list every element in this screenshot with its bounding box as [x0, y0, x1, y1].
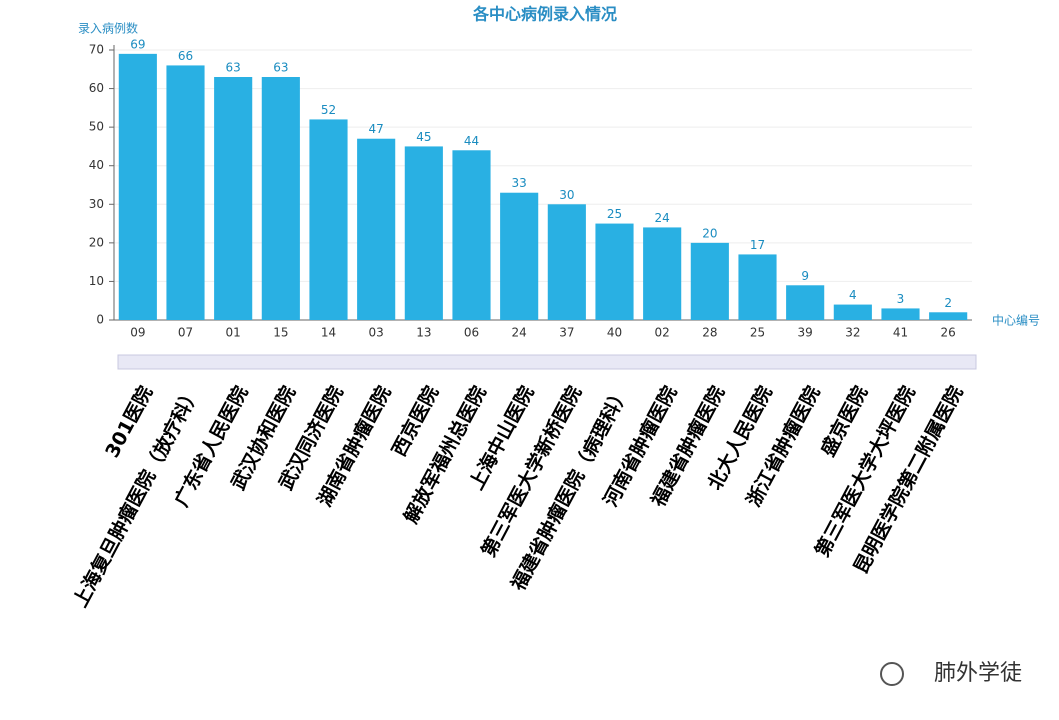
x-tick-label: 28 [702, 326, 717, 340]
bar [214, 77, 253, 320]
x-tick-label: 01 [226, 326, 241, 340]
x-tick-label: 25 [750, 326, 765, 340]
bar [690, 242, 729, 320]
y-tick-label: 70 [89, 43, 104, 57]
x-tick-label: 13 [416, 326, 431, 340]
value-label: 17 [750, 238, 765, 252]
bar [357, 138, 396, 320]
value-label: 2 [944, 296, 952, 310]
value-label: 24 [655, 211, 670, 225]
x-tick-label: 26 [941, 326, 956, 340]
value-label: 47 [369, 122, 384, 136]
y-tick-label: 30 [89, 197, 104, 211]
bar [929, 312, 968, 320]
bar [118, 53, 157, 320]
value-label: 44 [464, 134, 479, 148]
hospital-label: 西京医院 [387, 382, 443, 460]
hospital-label: 盛京医院 [816, 382, 872, 460]
x-tick-label: 40 [607, 326, 622, 340]
value-label: 9 [801, 269, 809, 283]
bar [881, 308, 920, 320]
value-label: 4 [849, 288, 857, 302]
bar [643, 227, 682, 320]
value-label: 20 [702, 226, 717, 240]
x-tick-label: 02 [655, 326, 670, 340]
x-tick-label: 14 [321, 326, 336, 340]
bar [738, 254, 777, 320]
x-tick-label: 15 [273, 326, 288, 340]
bar [547, 204, 586, 320]
x-tick-label: 39 [798, 326, 813, 340]
x-tick-label: 09 [130, 326, 145, 340]
x-tick-label: 37 [559, 326, 574, 340]
x-tick-label: 07 [178, 326, 193, 340]
y-tick-label: 60 [89, 81, 104, 95]
hospital-label: 301医院 [100, 382, 157, 461]
y-tick-label: 50 [89, 120, 104, 134]
bar [786, 285, 825, 320]
x-axis-label: 中心编号 [992, 313, 1040, 328]
chart-title: 各中心病例录入情况 [472, 5, 617, 24]
value-label: 52 [321, 103, 336, 117]
watermark-icon [880, 662, 904, 686]
value-label: 63 [226, 61, 241, 75]
value-label: 25 [607, 207, 622, 221]
bar [595, 223, 634, 320]
zoom-slider[interactable] [117, 354, 977, 370]
bar [833, 304, 872, 320]
x-tick-label: 41 [893, 326, 908, 340]
x-tick-label: 06 [464, 326, 479, 340]
y-tick-label: 40 [89, 158, 104, 172]
y-tick-label: 20 [89, 235, 104, 249]
x-tick-label: 32 [845, 326, 860, 340]
value-label: 63 [273, 61, 288, 75]
value-label: 33 [512, 176, 527, 190]
bar [261, 77, 300, 320]
bar [404, 146, 443, 320]
bar [309, 119, 348, 320]
value-label: 69 [130, 37, 145, 51]
value-label: 45 [416, 130, 431, 144]
y-axis-label: 录入病例数 [78, 21, 138, 36]
bar [166, 65, 205, 320]
value-label: 30 [559, 188, 574, 202]
bar [500, 192, 539, 320]
y-tick-label: 0 [96, 313, 104, 327]
x-tick-label: 24 [512, 326, 527, 340]
bar [452, 150, 491, 320]
value-label: 3 [897, 292, 905, 306]
watermark: 肺外学徒 [934, 661, 1022, 686]
x-tick-label: 03 [369, 326, 384, 340]
value-label: 66 [178, 49, 193, 63]
y-tick-label: 10 [89, 274, 104, 288]
